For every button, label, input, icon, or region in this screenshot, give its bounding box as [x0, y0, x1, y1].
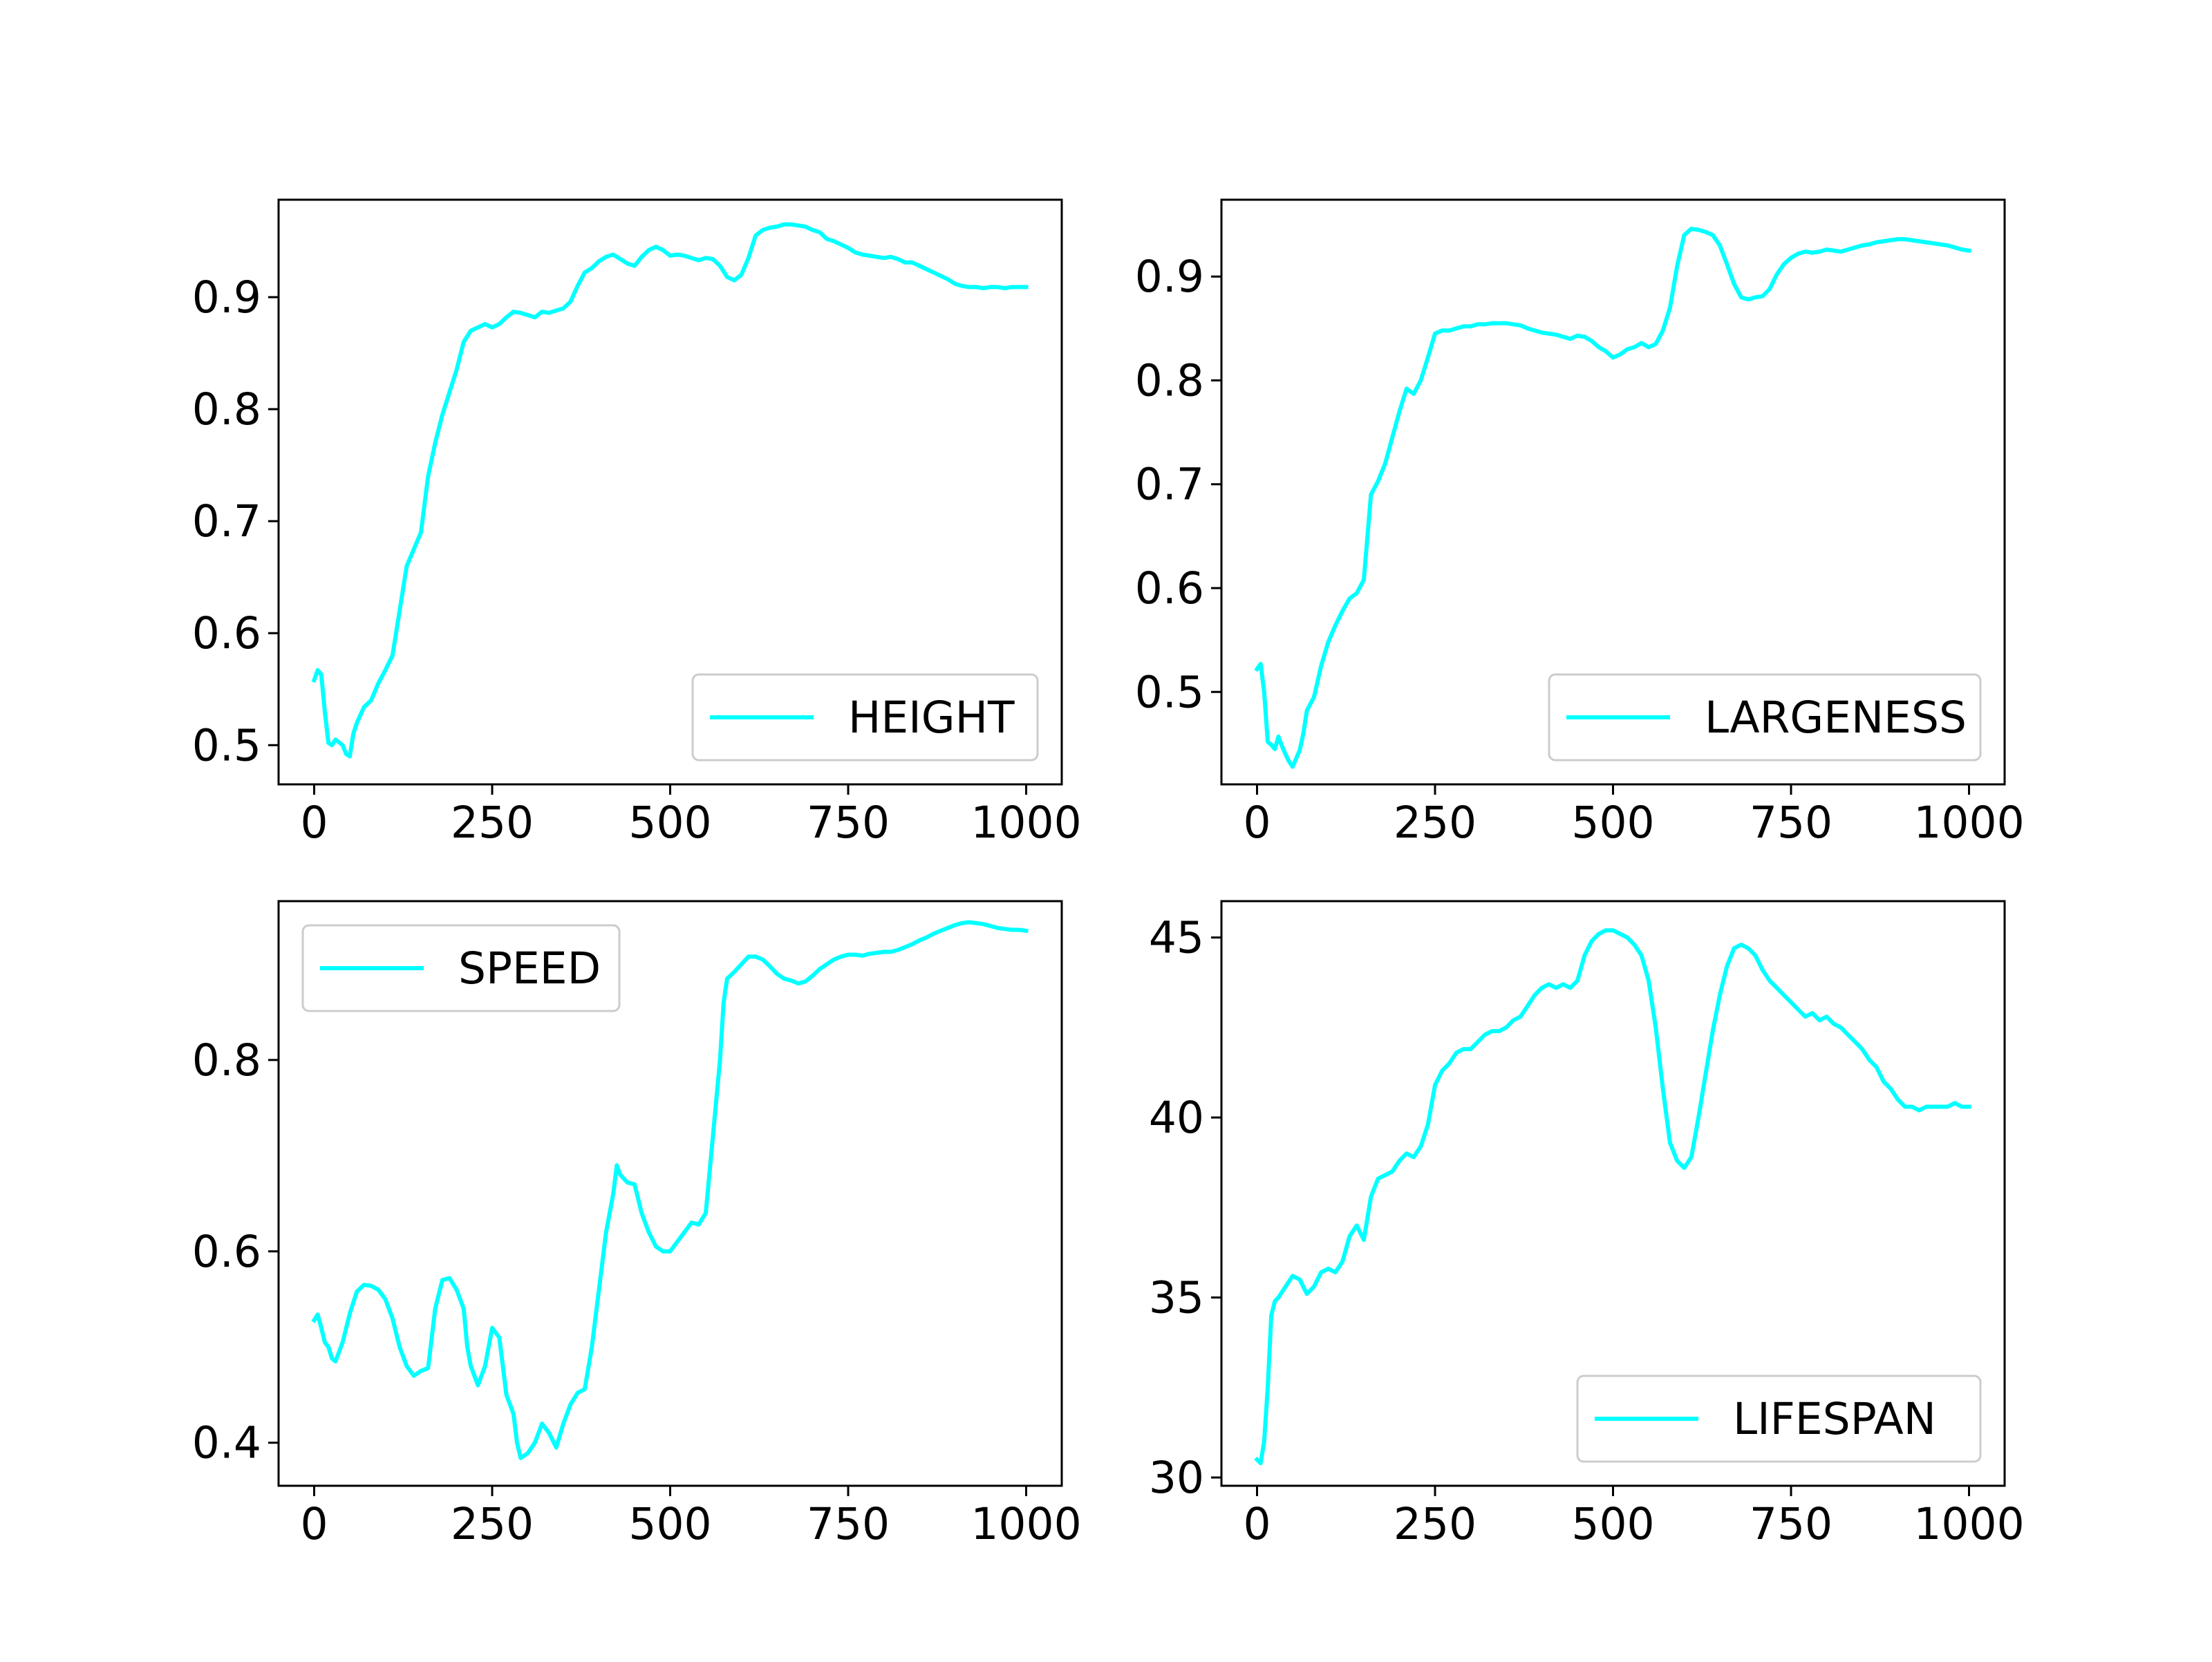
- x-tick-label: 1000: [971, 797, 1081, 848]
- x-tick-label: 750: [1750, 1499, 1833, 1549]
- legend-box: [691, 673, 1039, 762]
- x-tick-label: 500: [628, 1499, 711, 1549]
- subplot-2: 0 250 500 750 1000 0.5 0.6 0.7 0.8 0.9 LARGENESS: [1135, 198, 2025, 848]
- subplot-1: 0 250 500 750 1000 0.5 0.6 0.7 0.8 0.9 HEIGHT: [192, 198, 1082, 848]
- x-tick-label: 0: [1243, 1499, 1271, 1549]
- legend: HEIGHT: [691, 673, 1039, 762]
- y-tick-label: 0.4: [192, 1418, 261, 1469]
- y-tick-label: 0.7: [192, 496, 261, 547]
- legend: LIFESPAN: [1576, 1375, 1982, 1463]
- y-tick-label: 0.9: [1135, 252, 1204, 302]
- legend: SPEED: [301, 924, 621, 1012]
- x-tick-label: 250: [1394, 1499, 1477, 1549]
- y-tick-label: 0.8: [192, 384, 261, 435]
- x-tick-label: 500: [1571, 797, 1654, 848]
- legend-label: HEIGHT: [848, 692, 1015, 743]
- x-tick-label: 0: [300, 797, 328, 848]
- x-tick-label: 1000: [971, 1499, 1081, 1549]
- legend-box: [1576, 1375, 1982, 1463]
- y-tick-label: 30: [1149, 1453, 1204, 1503]
- legend-label: LIFESPAN: [1733, 1394, 1936, 1444]
- legend: LARGENESS: [1548, 673, 1982, 762]
- x-tick-label: 250: [451, 1499, 534, 1549]
- y-tick-label: 40: [1149, 1093, 1204, 1143]
- x-tick-label: 1000: [1913, 1499, 2024, 1549]
- x-tick-label: 0: [300, 1499, 328, 1549]
- legend-box: [1548, 673, 1982, 762]
- y-tick-label: 0.6: [192, 1227, 261, 1277]
- legend-label: LARGENESS: [1705, 692, 1967, 743]
- series-line-largeness: [1254, 227, 1971, 769]
- y-tick-label: 45: [1149, 913, 1204, 963]
- y-tick-label: 0.6: [192, 608, 261, 659]
- x-tick-label: 250: [451, 797, 534, 848]
- y-tick-label: 0.5: [1135, 667, 1204, 717]
- x-tick-label: 750: [1750, 797, 1833, 848]
- y-tick-label: 0.5: [192, 720, 261, 771]
- x-tick-label: 0: [1243, 797, 1271, 848]
- x-tick-label: 750: [807, 797, 890, 848]
- y-tick-label: 0.8: [1135, 355, 1204, 406]
- subplot-3: 0 250 500 750 1000 0.4 0.6 0.8 SPEED: [192, 900, 1082, 1549]
- x-tick-label: 750: [807, 1499, 890, 1549]
- x-tick-label: 250: [1394, 797, 1477, 848]
- series-line-height: [311, 222, 1029, 759]
- legend-label: SPEED: [458, 943, 601, 994]
- x-tick-label: 500: [1571, 1499, 1654, 1549]
- x-tick-label: 1000: [1913, 797, 2024, 848]
- y-tick-label: 0.9: [192, 272, 261, 323]
- y-tick-label: 0.6: [1135, 563, 1204, 614]
- series-line-lifespan: [1254, 928, 1971, 1466]
- series-line-speed: [311, 920, 1029, 1460]
- legend-box: [301, 924, 621, 1012]
- y-tick-label: 35: [1149, 1273, 1204, 1323]
- y-tick-label: 0.7: [1135, 460, 1204, 510]
- subplot-4: 0 250 500 750 1000 30 35 40 45 LIFESPAN: [1149, 900, 2025, 1549]
- x-tick-label: 500: [628, 797, 711, 848]
- y-tick-label: 0.8: [192, 1035, 261, 1086]
